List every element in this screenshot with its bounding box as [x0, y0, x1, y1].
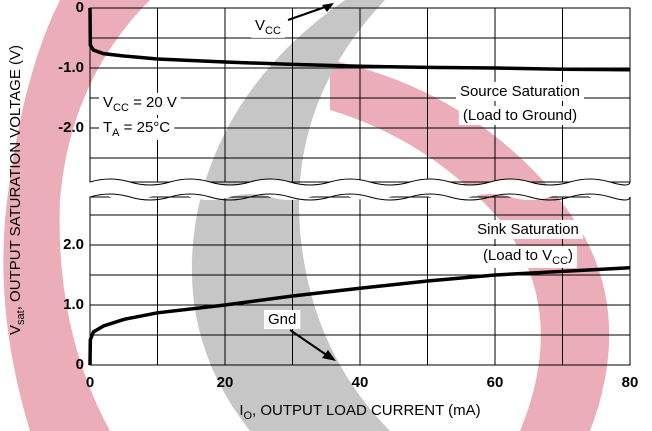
subscript: CC: [113, 102, 129, 114]
text-part: = 25°C: [120, 119, 171, 136]
text-part: (Load to Ground): [463, 107, 577, 124]
x-tick-label: 0: [86, 374, 94, 391]
y-tick-label: -1.0: [58, 59, 84, 76]
text-part: ): [568, 247, 573, 264]
y-tick-label: 2.0: [63, 236, 84, 253]
y-tick-label: 0: [76, 0, 84, 16]
text-part: , OUTPUT LOAD CURRENT (mA): [252, 402, 481, 419]
subscript: CC: [552, 255, 568, 267]
x-axis-label: IO, OUTPUT LOAD CURRENT (mA): [239, 402, 480, 422]
chart: VCCSource Saturation(Load to Ground)VCC …: [0, 0, 652, 431]
text-part: V: [7, 325, 24, 335]
text-part: V: [255, 17, 265, 34]
text-part: T: [103, 119, 112, 136]
text-part: Source Saturation: [460, 83, 580, 100]
annotation: Source Saturation: [460, 83, 580, 100]
annotation: (Load to Ground): [463, 107, 577, 124]
x-tick-label: 80: [622, 374, 639, 391]
text-part: , OUTPUT SATURATION VOLTAGE (V): [7, 45, 24, 310]
x-tick-label: 20: [217, 374, 234, 391]
y-tick-label: 1.0: [63, 296, 84, 313]
text-part: = 20 V: [129, 94, 177, 111]
subscript: CC: [265, 25, 281, 37]
y-tick-label: 0: [76, 356, 84, 373]
annotation: Gnd: [268, 311, 296, 328]
subscript: sat: [15, 310, 27, 325]
text-part: (Load to V: [483, 247, 552, 264]
text-part: Gnd: [268, 311, 296, 328]
text-part: Sink Saturation: [477, 221, 579, 238]
x-tick-label: 60: [487, 374, 504, 391]
y-axis-label: Vsat, OUTPUT SATURATION VOLTAGE (V): [7, 45, 27, 335]
y-tick-label: -2.0: [58, 119, 84, 136]
text-part: V: [103, 94, 113, 111]
x-tick-label: 40: [352, 374, 369, 391]
annotation: Sink Saturation: [477, 221, 579, 238]
